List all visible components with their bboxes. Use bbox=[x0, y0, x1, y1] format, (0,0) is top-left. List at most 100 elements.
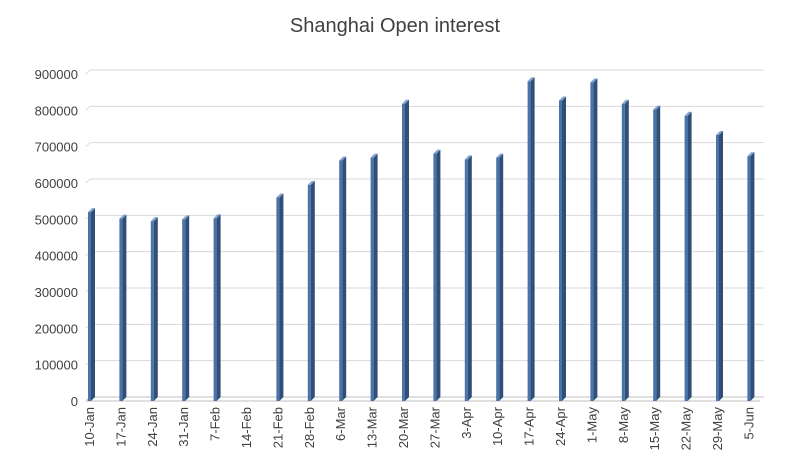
bar bbox=[653, 105, 661, 402]
bar-front bbox=[182, 219, 186, 401]
bar bbox=[182, 215, 190, 401]
x-tick-label: 10-Apr bbox=[490, 406, 505, 446]
chart-title: Shanghai Open interest bbox=[290, 15, 501, 37]
gridline-connector bbox=[85, 105, 91, 111]
bar bbox=[496, 153, 504, 401]
bar bbox=[88, 208, 95, 401]
x-tick-label: 7-Feb bbox=[208, 407, 223, 441]
x-tick-label: 14-Feb bbox=[239, 407, 254, 448]
bar-front bbox=[747, 156, 751, 401]
bar-top bbox=[370, 153, 378, 158]
bar bbox=[716, 131, 723, 402]
gridline-connector bbox=[85, 142, 91, 148]
bar bbox=[433, 149, 441, 401]
bar-front bbox=[276, 197, 280, 401]
y-tick-label: 800000 bbox=[35, 103, 78, 118]
bar-top bbox=[119, 214, 127, 219]
bar-side bbox=[405, 99, 409, 401]
x-tick-label: 17-Jan bbox=[113, 407, 128, 447]
bar bbox=[213, 214, 221, 401]
bar bbox=[402, 99, 409, 401]
bar-front bbox=[527, 81, 531, 402]
y-tick-label: 0 bbox=[71, 394, 78, 409]
y-tick-label: 900000 bbox=[35, 67, 78, 82]
bar-top bbox=[621, 99, 629, 104]
bar-side bbox=[342, 156, 347, 401]
bar-top bbox=[527, 77, 535, 82]
bar-top bbox=[747, 152, 755, 157]
x-tick-label: 15-May bbox=[647, 407, 662, 451]
gridlines bbox=[85, 69, 764, 402]
bar-front bbox=[496, 157, 500, 401]
x-tick-label: 24-Apr bbox=[553, 406, 568, 446]
bar-side bbox=[279, 193, 284, 401]
bar-front bbox=[307, 184, 311, 401]
bar-front bbox=[370, 157, 374, 401]
x-tick-label: 13-Mar bbox=[365, 406, 380, 448]
bar-top bbox=[402, 99, 409, 104]
bar-front bbox=[590, 82, 594, 402]
bar-top bbox=[150, 217, 158, 222]
x-tick-label: 29-May bbox=[710, 407, 725, 451]
bar bbox=[307, 180, 315, 401]
x-tick-label: 8-May bbox=[616, 407, 631, 444]
bar-front bbox=[653, 109, 657, 402]
bar bbox=[621, 99, 629, 401]
bar-side bbox=[216, 214, 221, 401]
bar-side bbox=[499, 153, 504, 401]
x-tick-label: 1-May bbox=[584, 407, 599, 444]
bar-front bbox=[433, 153, 437, 401]
bar-side bbox=[310, 180, 315, 401]
bar bbox=[339, 156, 347, 401]
bar-side bbox=[122, 214, 127, 401]
bar bbox=[747, 152, 755, 401]
x-tick-label: 5-Jun bbox=[741, 407, 756, 440]
bar-side bbox=[593, 78, 598, 402]
gridline-connector bbox=[85, 178, 91, 184]
bar-top bbox=[496, 153, 504, 158]
x-tick-label: 3-Apr bbox=[459, 406, 474, 438]
bar bbox=[119, 214, 127, 401]
bar-side bbox=[562, 96, 566, 402]
bar-front bbox=[402, 103, 405, 401]
bar bbox=[527, 77, 535, 402]
x-tick-label: 21-Feb bbox=[270, 407, 285, 448]
y-tick-label: 300000 bbox=[35, 285, 78, 300]
bar bbox=[559, 96, 566, 402]
bar-top bbox=[182, 215, 190, 220]
y-tick-label: 200000 bbox=[35, 321, 78, 336]
bar-front bbox=[716, 135, 719, 402]
x-tick-label: 10-Jan bbox=[82, 407, 97, 447]
x-tick-label: 31-Jan bbox=[176, 407, 191, 447]
bar-front bbox=[150, 221, 154, 401]
bar-side bbox=[91, 208, 95, 401]
x-tick-label: 17-Apr bbox=[522, 406, 537, 446]
bar-front bbox=[559, 100, 562, 402]
bar bbox=[276, 193, 284, 401]
bar-front bbox=[684, 115, 688, 402]
y-tick-label: 400000 bbox=[35, 249, 78, 264]
bar-side bbox=[185, 215, 190, 401]
bar-side bbox=[750, 152, 755, 401]
bar-front bbox=[119, 218, 123, 401]
y-axis-ticks: 0 100000 200000 300000 400000 500000 600000 700… bbox=[35, 67, 78, 409]
bar-side bbox=[687, 111, 692, 402]
x-tick-label: 27-Mar bbox=[427, 406, 442, 448]
bar-top bbox=[684, 111, 692, 116]
y-tick-label: 500000 bbox=[35, 212, 78, 227]
bar-top bbox=[464, 155, 472, 160]
gridline-connector bbox=[85, 69, 91, 75]
bar-side bbox=[656, 105, 661, 402]
x-tick-label: 28-Feb bbox=[302, 407, 317, 448]
bar bbox=[150, 217, 158, 401]
bar-side bbox=[436, 149, 441, 401]
bar-top bbox=[307, 180, 315, 185]
x-tick-label: 24-Jan bbox=[145, 407, 160, 447]
bar-top bbox=[559, 96, 566, 101]
bar-front bbox=[621, 103, 625, 401]
bar-top bbox=[653, 105, 661, 110]
bars bbox=[88, 77, 755, 402]
y-tick-label: 600000 bbox=[35, 176, 78, 191]
bar bbox=[370, 153, 378, 401]
